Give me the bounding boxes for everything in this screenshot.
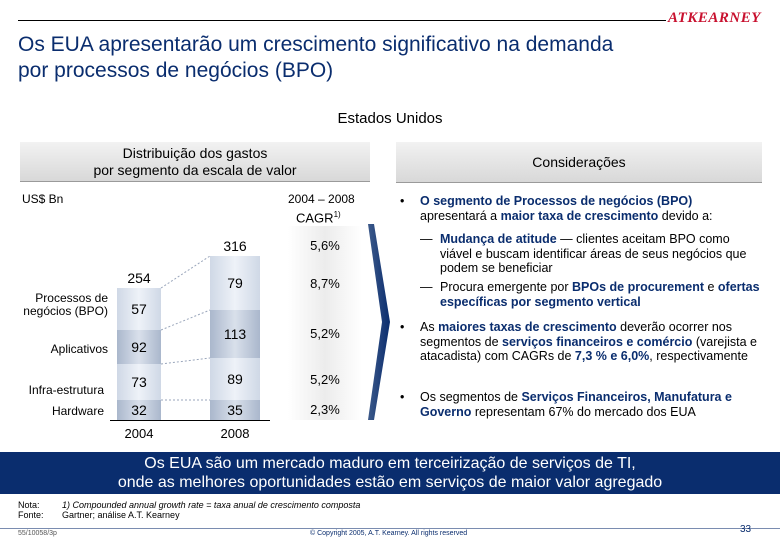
title-line-2: por processos de negócios (BPO): [18, 59, 334, 82]
b3-pre: Os segmentos de: [420, 390, 522, 404]
footer-rule: [0, 528, 780, 529]
total-2008: 316: [223, 238, 247, 254]
chevron-arrow-icon: [368, 224, 390, 420]
legend-infra: Infra-estrutura: [28, 383, 104, 397]
x-label-2004: 2004: [124, 426, 154, 441]
note-label: Nota:: [18, 500, 40, 510]
b1-title: O segmento de Processos de negócios (BPO…: [420, 194, 693, 208]
source-label: Fonte:: [18, 510, 44, 520]
bar-2004-infra: 73: [117, 364, 161, 400]
dash-icon: —: [420, 232, 433, 246]
bar-2008-hardware: 35: [210, 400, 260, 420]
bar-2008-bpo: 79: [210, 256, 260, 310]
cagr-label: CAGR: [296, 210, 334, 226]
dash-icon: —: [420, 280, 433, 294]
copyright: © Copyright 2005, A.T. Kearney. All righ…: [310, 530, 468, 537]
company-logo: ATKEARNEY: [668, 10, 761, 26]
value-2008-infra: 89: [227, 371, 243, 387]
b1-post: devido a:: [658, 208, 713, 223]
b2-mid: deverão ocorrer nos segmentos de: [420, 320, 732, 349]
b2-highlight-2: serviços financeiros e comércio: [502, 334, 693, 349]
bullet-icon: •: [400, 320, 405, 334]
cagr-header: CAGR1): [296, 210, 341, 225]
header-rule: [18, 20, 666, 21]
bar-connectors: [160, 255, 211, 401]
b1-highlight: maior taxa de crescimento: [500, 208, 659, 223]
conclusion-banner: Os EUA são um mercado maduro em terceiri…: [0, 452, 780, 494]
note-text: 1) Compounded annual growth rate = taxa …: [62, 500, 361, 510]
value-2008-bpo: 79: [227, 275, 243, 291]
b3-post: representam 67% do mercado dos EUA: [471, 404, 696, 419]
total-2004: 254: [127, 270, 151, 286]
total-cagr: 5,6%: [310, 238, 340, 253]
b2-highlight-1: maiores taxas de crescimento: [438, 320, 617, 334]
cagr-aplicativos: 5,2%: [310, 326, 340, 341]
value-2004-aplicativos: 92: [131, 339, 147, 355]
cagr-bpo: 8,7%: [310, 276, 340, 291]
legend-aplicativos: Aplicativos: [50, 342, 108, 356]
chart-header-line-2: por segmento da escala de valor: [93, 162, 297, 178]
conclusion-line-1: Os EUA são um mercado maduro em terceiri…: [144, 455, 636, 472]
page-number: 33: [740, 524, 752, 535]
value-2008-hardware: 35: [227, 402, 243, 418]
bar-2004-bpo: 57: [117, 288, 161, 330]
title-line-1: Os EUA apresentarão um crescimento signi…: [18, 33, 614, 56]
currency-label: US$ Bn: [22, 192, 64, 206]
s1-highlight: Mudança de atitude: [440, 232, 557, 246]
bar-2004-aplicativos: 92: [117, 330, 161, 364]
value-2004-bpo: 57: [131, 301, 147, 317]
s1-rest: — clientes aceitam BPO como viável e bus…: [440, 232, 747, 275]
cagr-infra: 5,2%: [310, 372, 340, 387]
value-2004-infra: 73: [131, 374, 147, 390]
b2-pre: As: [420, 320, 439, 334]
legend-hardware: Hardware: [51, 404, 104, 418]
s2-highlight-2: ofertas específicas por segmento vertica…: [440, 280, 760, 309]
s2-highlight-1: BPOs de procurement: [572, 280, 704, 294]
period-label: 2004 – 2008: [288, 192, 355, 206]
value-2008-aplicativos: 113: [223, 326, 247, 342]
bar-2008-infra: 89: [210, 358, 260, 400]
legend-bpo: Processos de negócios (BPO): [23, 291, 108, 318]
value-2004-hardware: 32: [131, 402, 147, 418]
b1-mid: apresentará a: [420, 208, 501, 223]
x-label-2008: 2008: [220, 426, 250, 441]
b2-mid-2: (varejista e atacadista) com CAGRs de: [420, 334, 757, 364]
b2-highlight-3: 7,3 % e 6,0%: [574, 349, 650, 363]
s2-pre: Procura emergente por: [440, 280, 573, 294]
bullet-icon: •: [400, 194, 405, 208]
chart-header-line-1: Distribuição dos gastos: [122, 145, 268, 161]
chart-baseline: [110, 420, 270, 421]
bar-2004-hardware: 32: [117, 400, 161, 420]
s2-mid: e: [704, 280, 718, 294]
bullet-icon: •: [400, 390, 405, 404]
chart-header: Distribuição dos gastos por segmento da …: [20, 142, 370, 182]
doc-code: 55/10058/3p: [18, 530, 57, 537]
page-title: Os EUA apresentarão um crescimento signi…: [18, 32, 758, 84]
source-text: Gartner; análise A.T. Kearney: [62, 510, 180, 520]
region-label: Estados Unidos: [337, 110, 443, 127]
cagr-hardware: 2,3%: [310, 402, 340, 417]
b3-highlight: Serviços Financeiros, Manufatura e Gover…: [420, 390, 732, 419]
cagr-column-bg: [288, 226, 362, 420]
bar-2008-aplicativos: 113: [210, 310, 260, 358]
considerations-header: Considerações: [396, 142, 762, 183]
cagr-sup: 1): [333, 210, 341, 219]
conclusion-line-2: onde as melhores oportunidades estão em …: [117, 474, 663, 491]
b2-post: , respectivamente: [649, 349, 748, 363]
